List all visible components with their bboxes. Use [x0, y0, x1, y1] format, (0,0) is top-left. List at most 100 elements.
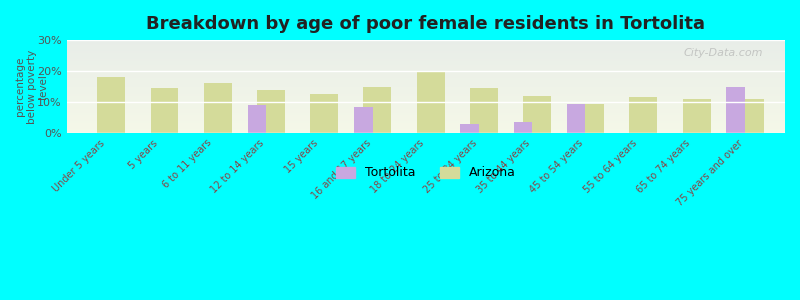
- Bar: [66, 50, 785, 51]
- Bar: [66, 103, 785, 104]
- Bar: [354, 107, 373, 133]
- Bar: [66, 95, 785, 96]
- Bar: [66, 109, 785, 110]
- Bar: [66, 43, 785, 44]
- Bar: [66, 119, 785, 120]
- Bar: [745, 99, 764, 133]
- Bar: [66, 131, 785, 132]
- Bar: [66, 44, 785, 45]
- Bar: [66, 118, 785, 119]
- Bar: [66, 54, 785, 55]
- Bar: [310, 94, 329, 133]
- Bar: [66, 100, 785, 101]
- Bar: [479, 88, 498, 133]
- Bar: [66, 66, 785, 67]
- Bar: [66, 51, 785, 52]
- Bar: [66, 71, 785, 72]
- Bar: [66, 120, 785, 121]
- Bar: [257, 90, 275, 133]
- Bar: [66, 90, 785, 91]
- Bar: [66, 42, 785, 43]
- Bar: [66, 100, 785, 101]
- Bar: [66, 123, 785, 124]
- Bar: [66, 61, 785, 62]
- Bar: [66, 89, 785, 90]
- Bar: [66, 129, 785, 130]
- Bar: [213, 83, 232, 133]
- Bar: [461, 124, 479, 133]
- Bar: [66, 122, 785, 123]
- Bar: [66, 40, 785, 41]
- Bar: [66, 108, 785, 109]
- Bar: [66, 81, 785, 82]
- Bar: [66, 60, 785, 61]
- Bar: [150, 88, 169, 133]
- Bar: [160, 88, 178, 133]
- Bar: [66, 55, 785, 56]
- Bar: [736, 99, 754, 133]
- Bar: [66, 83, 785, 84]
- Bar: [66, 127, 785, 128]
- Bar: [66, 107, 785, 108]
- Bar: [66, 117, 785, 118]
- Bar: [319, 94, 338, 133]
- Bar: [66, 93, 785, 94]
- Bar: [66, 65, 785, 66]
- Bar: [66, 72, 785, 73]
- Bar: [66, 98, 785, 99]
- Bar: [66, 46, 785, 47]
- Bar: [66, 77, 785, 78]
- Bar: [66, 68, 785, 69]
- Bar: [66, 132, 785, 133]
- Legend: Tortolita, Arizona: Tortolita, Arizona: [331, 161, 521, 184]
- Bar: [363, 87, 382, 133]
- Bar: [66, 116, 785, 117]
- Bar: [66, 63, 785, 64]
- Bar: [66, 57, 785, 58]
- Bar: [514, 122, 532, 133]
- Bar: [66, 121, 785, 122]
- Bar: [66, 110, 785, 111]
- Bar: [66, 74, 785, 75]
- Bar: [66, 130, 785, 131]
- Bar: [66, 114, 785, 116]
- Bar: [66, 92, 785, 93]
- Bar: [66, 47, 785, 49]
- Bar: [66, 41, 785, 42]
- Bar: [66, 69, 785, 70]
- Bar: [586, 103, 604, 133]
- Bar: [66, 58, 785, 59]
- Bar: [66, 56, 785, 57]
- Bar: [426, 71, 445, 133]
- Bar: [66, 104, 785, 105]
- Bar: [66, 91, 785, 92]
- Bar: [523, 96, 542, 133]
- Bar: [204, 83, 222, 133]
- Bar: [66, 125, 785, 126]
- Text: City-Data.com: City-Data.com: [684, 47, 763, 58]
- Bar: [66, 87, 785, 88]
- Bar: [66, 78, 785, 79]
- Bar: [692, 99, 710, 133]
- Bar: [470, 88, 488, 133]
- Bar: [66, 73, 785, 74]
- Bar: [66, 85, 785, 87]
- Title: Breakdown by age of poor female residents in Tortolita: Breakdown by age of poor female resident…: [146, 15, 706, 33]
- Bar: [66, 105, 785, 106]
- Bar: [66, 76, 785, 77]
- Bar: [66, 113, 785, 114]
- Bar: [630, 98, 648, 133]
- Bar: [532, 96, 551, 133]
- Bar: [66, 62, 785, 63]
- Bar: [66, 99, 785, 100]
- Y-axis label: percentage
below poverty
level: percentage below poverty level: [15, 50, 48, 124]
- Bar: [576, 103, 595, 133]
- Bar: [98, 77, 116, 133]
- Bar: [66, 67, 785, 68]
- Bar: [66, 64, 785, 65]
- Bar: [66, 70, 785, 71]
- Bar: [66, 94, 785, 95]
- Bar: [66, 79, 785, 80]
- Bar: [66, 53, 785, 54]
- Bar: [638, 98, 658, 133]
